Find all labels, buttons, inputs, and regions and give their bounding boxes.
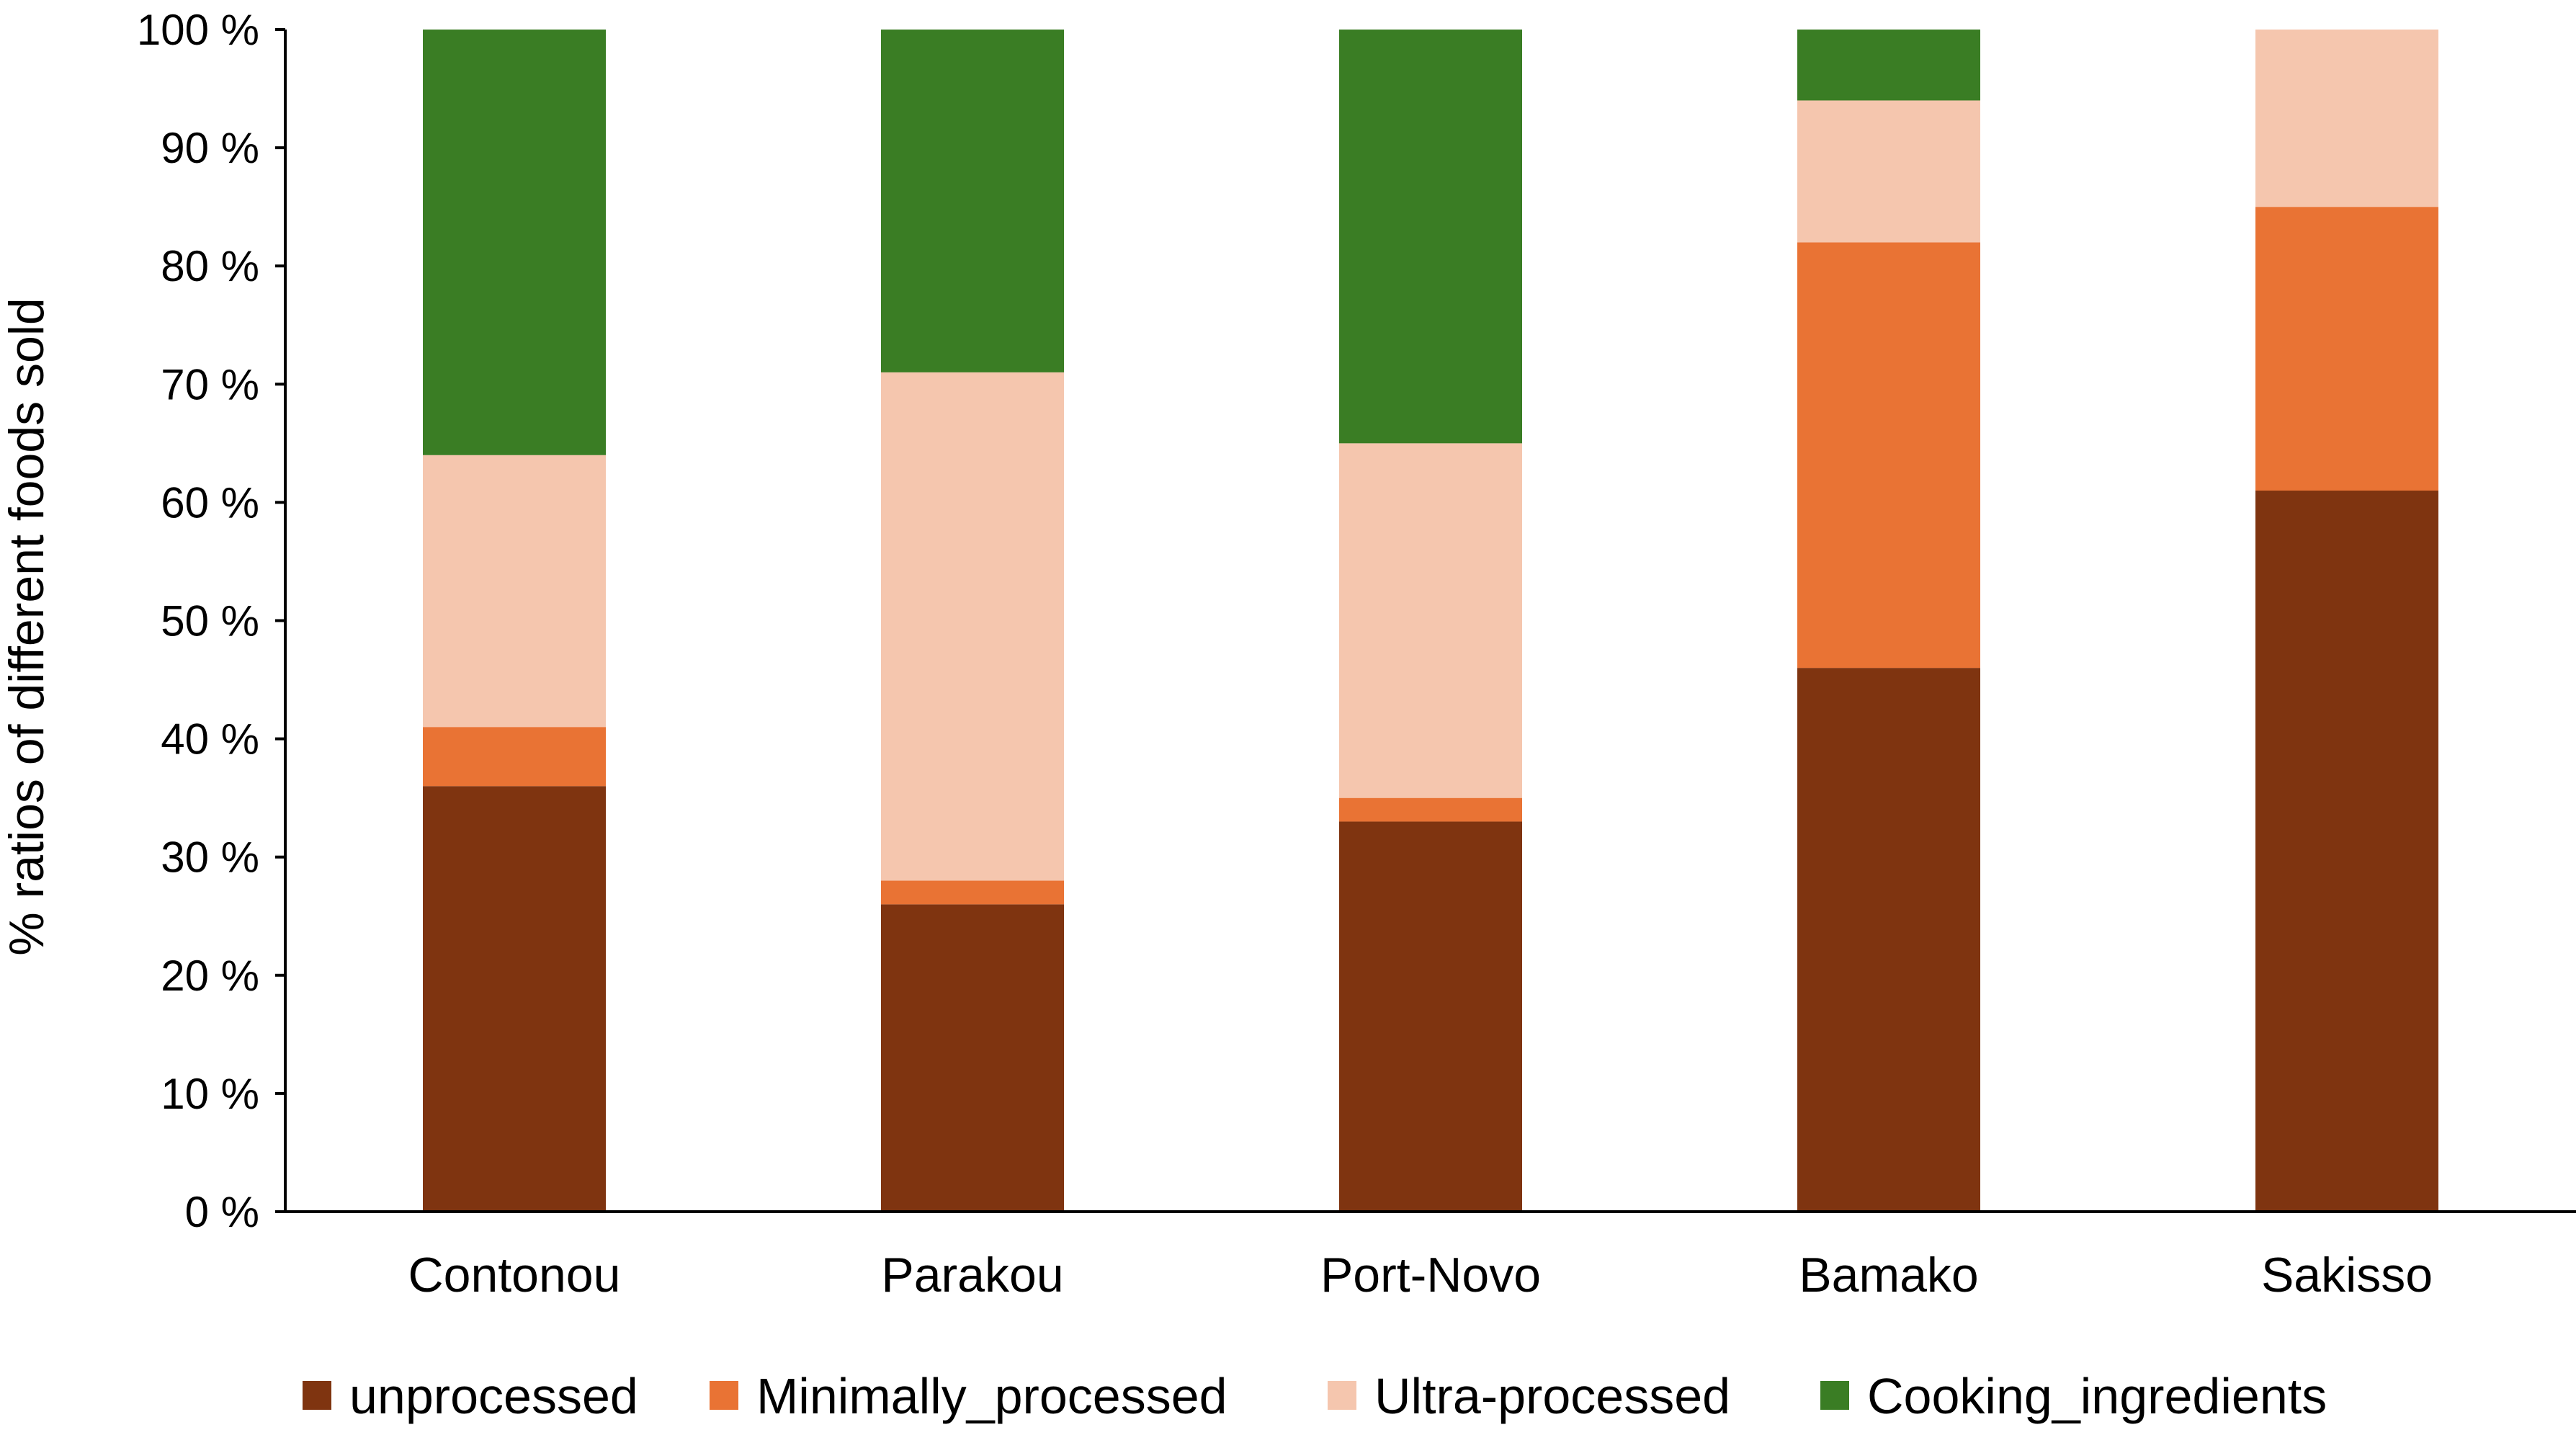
bar-segment-contonou-cooking-ingredients — [423, 30, 606, 455]
bar-segment-parakou-minimally-processed — [881, 880, 1064, 905]
bar-segment-port-novo-cooking-ingredients — [1339, 30, 1522, 444]
y-tick-label: 40 % — [161, 715, 259, 764]
legend-swatch — [303, 1381, 331, 1410]
legend-label: Minimally_processed — [756, 1368, 1227, 1424]
y-tick-label: 90 % — [161, 124, 259, 172]
y-tick-label: 20 % — [161, 952, 259, 1000]
legend-swatch — [710, 1381, 738, 1410]
legend-swatch — [1328, 1381, 1356, 1410]
bar-segment-sakisso-ultra-processed — [2255, 30, 2438, 207]
y-tick-label: 50 % — [161, 597, 259, 645]
legend-label: Ultra-processed — [1374, 1368, 1730, 1424]
bar-segment-parakou-cooking-ingredients — [881, 30, 1064, 372]
y-tick-label: 60 % — [161, 478, 259, 527]
bar-segment-bamako-ultra-processed — [1797, 100, 1980, 243]
x-axis-labels: Contonou Parakou Port-Novo Bamako Sakisso — [408, 1248, 2433, 1302]
bar-segment-parakou-unprocessed — [881, 904, 1064, 1212]
legend-label: unprocessed — [349, 1368, 638, 1424]
bar-segment-sakisso-minimally-processed — [2255, 207, 2438, 491]
y-tick-label: 30 % — [161, 833, 259, 882]
bar-segment-contonou-minimally-processed — [423, 727, 606, 787]
bar-segment-port-novo-unprocessed — [1339, 821, 1522, 1212]
x-tick-label: Sakisso — [2261, 1248, 2433, 1302]
bar-segment-bamako-cooking-ingredients — [1797, 30, 1980, 101]
bar-segment-port-novo-ultra-processed — [1339, 443, 1522, 798]
y-tick-label: 70 % — [161, 360, 259, 408]
bar-segment-contonou-ultra-processed — [423, 455, 606, 728]
x-tick-label: Contonou — [408, 1248, 621, 1302]
bar-segment-contonou-unprocessed — [423, 786, 606, 1212]
bar-segment-parakou-ultra-processed — [881, 372, 1064, 881]
bar-segment-port-novo-minimally-processed — [1339, 797, 1522, 822]
y-tick-label: 10 % — [161, 1070, 259, 1118]
y-axis-title: % ratios of different foods sold — [0, 298, 54, 955]
bar-segment-bamako-minimally-processed — [1797, 242, 1980, 669]
x-tick-label: Port-Novo — [1320, 1248, 1541, 1302]
bar-segment-bamako-unprocessed — [1797, 668, 1980, 1212]
y-tick-label: 100 % — [137, 6, 259, 54]
legend: unprocessed Minimally_processed Ultra-proc… — [303, 1368, 2327, 1424]
y-tick-label: 80 % — [161, 242, 259, 290]
x-tick-label: Bamako — [1799, 1248, 1978, 1302]
bar-segment-sakisso-unprocessed — [2255, 490, 2438, 1212]
legend-label: Cooking_ingredients — [1867, 1368, 2327, 1424]
y-axis-ticks: 0 % 10 % 20 % 30 % 40 % 50 % 60 % 70 % 80 % 90 % 1… — [137, 6, 285, 1236]
bars — [423, 30, 2438, 1212]
y-tick-label: 0 % — [185, 1188, 259, 1236]
x-tick-label: Parakou — [881, 1248, 1063, 1302]
legend-swatch — [1820, 1381, 1849, 1410]
